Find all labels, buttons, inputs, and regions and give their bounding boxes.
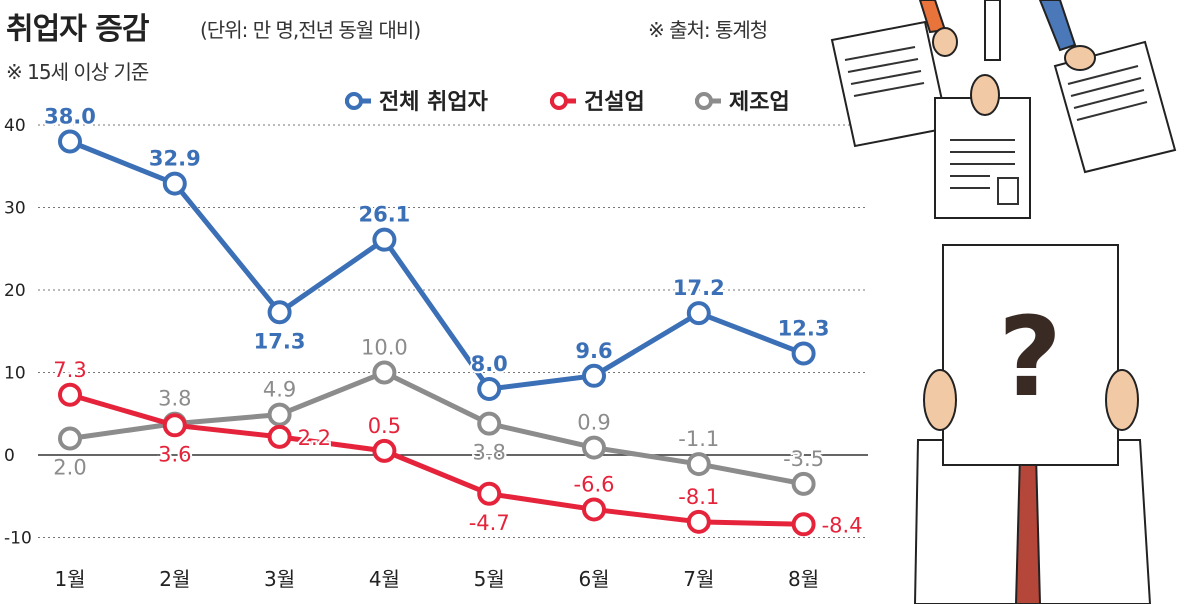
legend-label: 전체 취업자 bbox=[379, 90, 489, 115]
x-tick-label: 4월 bbox=[369, 567, 400, 591]
data-point bbox=[686, 452, 711, 477]
data-label: -1.1 bbox=[678, 427, 719, 451]
data-label: 32.9 bbox=[149, 147, 201, 171]
data-point bbox=[477, 481, 502, 506]
data-point bbox=[58, 382, 82, 407]
y-tick-label: 10 bbox=[4, 364, 26, 384]
data-point bbox=[791, 512, 816, 537]
data-label: 0.5 bbox=[368, 414, 401, 438]
data-point bbox=[162, 413, 187, 438]
data-label: 10.0 bbox=[361, 336, 408, 360]
x-tick-label: 8월 bbox=[788, 567, 819, 591]
data-point bbox=[791, 471, 816, 496]
y-tick-label: -10 bbox=[4, 529, 32, 549]
data-label: 12.3 bbox=[778, 317, 830, 341]
y-tick-label: 20 bbox=[4, 281, 26, 301]
data-point bbox=[477, 377, 502, 401]
legend-marker bbox=[550, 92, 568, 110]
data-label: -8.4 bbox=[822, 513, 863, 537]
data-point bbox=[686, 301, 711, 326]
data-point bbox=[791, 341, 816, 366]
data-label: 38.0 bbox=[44, 105, 96, 129]
x-tick-label: 2월 bbox=[159, 567, 190, 591]
data-point bbox=[267, 402, 292, 427]
data-point bbox=[686, 509, 711, 534]
data-point bbox=[477, 411, 502, 436]
data-label: 4.9 bbox=[263, 378, 296, 402]
x-tick-label: 5월 bbox=[474, 567, 505, 591]
data-label: 7.3 bbox=[53, 358, 86, 382]
data-label: -6.6 bbox=[574, 472, 615, 496]
document-illustration bbox=[830, 20, 1177, 219]
data-point bbox=[372, 438, 397, 463]
data-label: 9.6 bbox=[575, 339, 612, 363]
data-point bbox=[267, 424, 292, 449]
legend-label: 건설업 bbox=[584, 90, 645, 115]
y-tick-label: 30 bbox=[4, 199, 26, 219]
series-line-2 bbox=[69, 370, 805, 487]
data-point bbox=[162, 171, 187, 196]
chart-source: ※ 출처: 통계청 bbox=[648, 18, 768, 42]
data-label: 2.2 bbox=[298, 426, 331, 450]
legend-marker bbox=[345, 92, 363, 110]
chart-note: ※ 15세 이상 기준 bbox=[6, 60, 149, 84]
data-label: 17.3 bbox=[254, 329, 306, 353]
x-tick-label: 1월 bbox=[54, 567, 85, 591]
y-tick-label: 40 bbox=[4, 116, 26, 136]
data-point bbox=[582, 435, 606, 460]
series-line-1 bbox=[69, 392, 804, 527]
data-label: -8.1 bbox=[678, 485, 719, 509]
data-label: 3.6 bbox=[158, 442, 191, 466]
x-tick-label: 7월 bbox=[683, 567, 714, 591]
question-mark-icon: ? bbox=[998, 293, 1062, 421]
data-label: -3.5 bbox=[783, 447, 824, 471]
y-tick-label: 0 bbox=[4, 446, 15, 466]
data-point bbox=[58, 129, 82, 154]
illustration: ? bbox=[830, 0, 1177, 604]
data-label: -4.7 bbox=[469, 511, 510, 535]
data-label: 2.0 bbox=[53, 456, 86, 480]
data-point bbox=[58, 426, 82, 451]
data-point bbox=[582, 497, 606, 522]
data-point bbox=[372, 227, 397, 252]
x-tick-label: 3월 bbox=[264, 567, 295, 591]
data-label: 3.8 bbox=[472, 441, 505, 465]
chart-subtitle: (단위: 만 명,전년 동월 대비) bbox=[200, 18, 421, 42]
x-tick-label: 6월 bbox=[578, 567, 609, 591]
data-point bbox=[372, 360, 397, 385]
data-point bbox=[582, 363, 606, 388]
data-point bbox=[267, 300, 292, 325]
data-label: 0.9 bbox=[577, 411, 610, 435]
data-label: 8.0 bbox=[471, 352, 508, 376]
series-line-0 bbox=[69, 139, 805, 392]
data-label: 26.1 bbox=[358, 203, 410, 227]
legend-marker bbox=[695, 92, 713, 110]
data-label: 3.8 bbox=[158, 387, 191, 411]
chart-title: 취업자 증감 bbox=[6, 12, 149, 47]
data-label: 17.2 bbox=[673, 276, 725, 300]
legend-label: 제조업 bbox=[729, 90, 790, 115]
